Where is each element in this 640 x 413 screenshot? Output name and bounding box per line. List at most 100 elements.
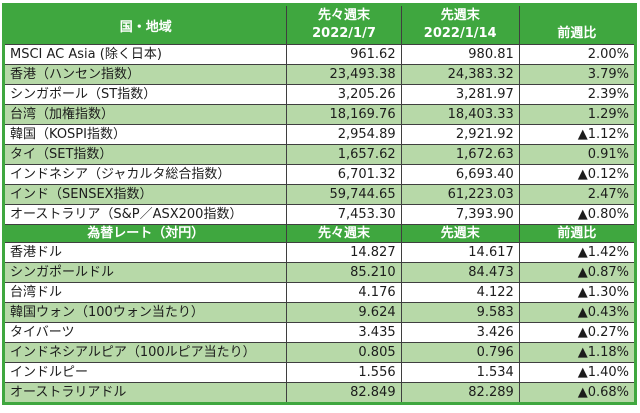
indices-header-row: 国・地域 先々週末 2022/1/7 先週末 2022/1/14 前週比 — [2, 4, 637, 45]
region-label: 香港（ハンセン指数） — [2, 64, 288, 85]
asia-market-table: 国・地域 先々週末 2022/1/7 先週末 2022/1/14 前週比 MSC… — [2, 3, 637, 405]
fx-change-column-header: 前週比 — [518, 224, 637, 243]
change-value: ▲1.12% — [518, 124, 637, 145]
prev1-value: 82.289 — [400, 382, 520, 404]
prev2-value: 3,205.26 — [286, 84, 402, 105]
prev1-value: 1,672.63 — [400, 144, 520, 165]
index-row: インドネシア（ジャカルタ総合指数） 6,701.32 6,693.40 ▲0.1… — [2, 164, 637, 185]
prev2-value: 85.210 — [286, 262, 402, 283]
change-value: ▲0.27% — [518, 322, 637, 343]
region-column-header: 国・地域 — [2, 4, 288, 45]
prev1-column-header: 先週末 2022/1/14 — [400, 4, 520, 45]
change-value: 0.91% — [518, 144, 637, 165]
prev1-value: 84.473 — [400, 262, 520, 283]
fx-row: シンガポールドル 85.210 84.473 ▲0.87% — [2, 262, 637, 283]
prev1-value: 24,383.32 — [400, 64, 520, 85]
prev2-value: 1,657.62 — [286, 144, 402, 165]
prev1-value: 6,693.40 — [400, 164, 520, 185]
currency-label: インドルピー — [2, 362, 288, 383]
prev2-header-label: 先々週末 — [318, 8, 371, 23]
index-row: 香港（ハンセン指数） 23,493.38 24,383.32 3.79% — [2, 64, 637, 85]
prev2-value: 18,169.76 — [286, 104, 402, 125]
change-value: ▲1.42% — [518, 242, 637, 263]
fx-row: 韓国ウォン（100ウォン当たり） 9.624 9.583 ▲0.43% — [2, 302, 637, 323]
fx-row: オーストラリアドル 82.849 82.289 ▲0.68% — [2, 382, 637, 404]
prev2-value: 6,701.32 — [286, 164, 402, 185]
prev2-value: 0.805 — [286, 342, 402, 363]
prev2-value: 23,493.38 — [286, 64, 402, 85]
prev2-value: 961.62 — [286, 44, 402, 65]
region-label: シンガポール（ST指数） — [2, 84, 288, 105]
prev2-value: 7,453.30 — [286, 204, 402, 225]
prev2-value: 2,954.89 — [286, 124, 402, 145]
fx-prev1-column-header: 先週末 — [400, 224, 520, 243]
fx-row: インドルピー 1.556 1.534 ▲1.40% — [2, 362, 637, 383]
fx-column-header: 為替レート（対円） — [2, 224, 288, 243]
prev1-value: 61,223.03 — [400, 184, 520, 205]
prev1-value: 980.81 — [400, 44, 520, 65]
prev2-value: 14.827 — [286, 242, 402, 263]
prev1-value: 18,403.33 — [400, 104, 520, 125]
fx-header-row: 為替レート（対円） 先々週末 先週末 前週比 — [2, 224, 637, 243]
change-value: ▲0.43% — [518, 302, 637, 323]
prev1-value: 14.617 — [400, 242, 520, 263]
fx-row: 台湾ドル 4.176 4.122 ▲1.30% — [2, 282, 637, 303]
region-label: 台湾（加権指数） — [2, 104, 288, 125]
currency-label: シンガポールドル — [2, 262, 288, 283]
prev2-header-date: 2022/1/7 — [312, 26, 376, 41]
prev2-value: 82.849 — [286, 382, 402, 404]
change-value: 2.00% — [518, 44, 637, 65]
change-value: ▲0.68% — [518, 382, 637, 404]
prev2-value: 1.556 — [286, 362, 402, 383]
prev2-value: 9.624 — [286, 302, 402, 323]
prev1-value: 7,393.90 — [400, 204, 520, 225]
prev1-header-label: 先週末 — [440, 8, 480, 23]
change-value: ▲1.18% — [518, 342, 637, 363]
region-label: MSCI AC Asia (除く日本) — [2, 44, 288, 65]
prev1-value: 3.426 — [400, 322, 520, 343]
fx-row: インドネシアルピア（100ルピア当たり） 0.805 0.796 ▲1.18% — [2, 342, 637, 363]
index-row: 韓国（KOSPI指数） 2,954.89 2,921.92 ▲1.12% — [2, 124, 637, 145]
change-column-header: 前週比 — [518, 4, 637, 45]
prev1-value: 3,281.97 — [400, 84, 520, 105]
region-label: インド（SENSEX指数） — [2, 184, 288, 205]
currency-label: 台湾ドル — [2, 282, 288, 303]
prev1-value: 4.122 — [400, 282, 520, 303]
prev2-column-header: 先々週末 2022/1/7 — [286, 4, 402, 45]
prev1-value: 9.583 — [400, 302, 520, 323]
prev1-value: 0.796 — [400, 342, 520, 363]
index-row: 台湾（加権指数） 18,169.76 18,403.33 1.29% — [2, 104, 637, 125]
currency-label: 香港ドル — [2, 242, 288, 263]
currency-label: インドネシアルピア（100ルピア当たり） — [2, 342, 288, 363]
index-row: インド（SENSEX指数） 59,744.65 61,223.03 2.47% — [2, 184, 637, 205]
region-label: 韓国（KOSPI指数） — [2, 124, 288, 145]
change-value: 3.79% — [518, 64, 637, 85]
change-value: ▲0.12% — [518, 164, 637, 185]
region-label: インドネシア（ジャカルタ総合指数） — [2, 164, 288, 185]
change-value: ▲1.40% — [518, 362, 637, 383]
fx-row: タイバーツ 3.435 3.426 ▲0.27% — [2, 322, 637, 343]
region-label: タイ（SET指数） — [2, 144, 288, 165]
change-value: ▲0.80% — [518, 204, 637, 225]
change-value: 2.39% — [518, 84, 637, 105]
change-value: ▲0.87% — [518, 262, 637, 283]
change-value: ▲1.30% — [518, 282, 637, 303]
prev1-header-date: 2022/1/14 — [423, 26, 497, 41]
currency-label: 韓国ウォン（100ウォン当たり） — [2, 302, 288, 323]
fx-row: 香港ドル 14.827 14.617 ▲1.42% — [2, 242, 637, 263]
region-label: オーストラリア（S&P／ASX200指数） — [2, 204, 288, 225]
currency-label: タイバーツ — [2, 322, 288, 343]
prev2-value: 4.176 — [286, 282, 402, 303]
prev1-value: 1.534 — [400, 362, 520, 383]
prev2-value: 59,744.65 — [286, 184, 402, 205]
prev2-value: 3.435 — [286, 322, 402, 343]
index-row: MSCI AC Asia (除く日本) 961.62 980.81 2.00% — [2, 44, 637, 65]
currency-label: オーストラリアドル — [2, 382, 288, 404]
change-value: 2.47% — [518, 184, 637, 205]
index-row: オーストラリア（S&P／ASX200指数） 7,453.30 7,393.90 … — [2, 204, 637, 225]
index-row: タイ（SET指数） 1,657.62 1,672.63 0.91% — [2, 144, 637, 165]
fx-prev2-column-header: 先々週末 — [286, 224, 402, 243]
prev1-value: 2,921.92 — [400, 124, 520, 145]
index-row: シンガポール（ST指数） 3,205.26 3,281.97 2.39% — [2, 84, 637, 105]
